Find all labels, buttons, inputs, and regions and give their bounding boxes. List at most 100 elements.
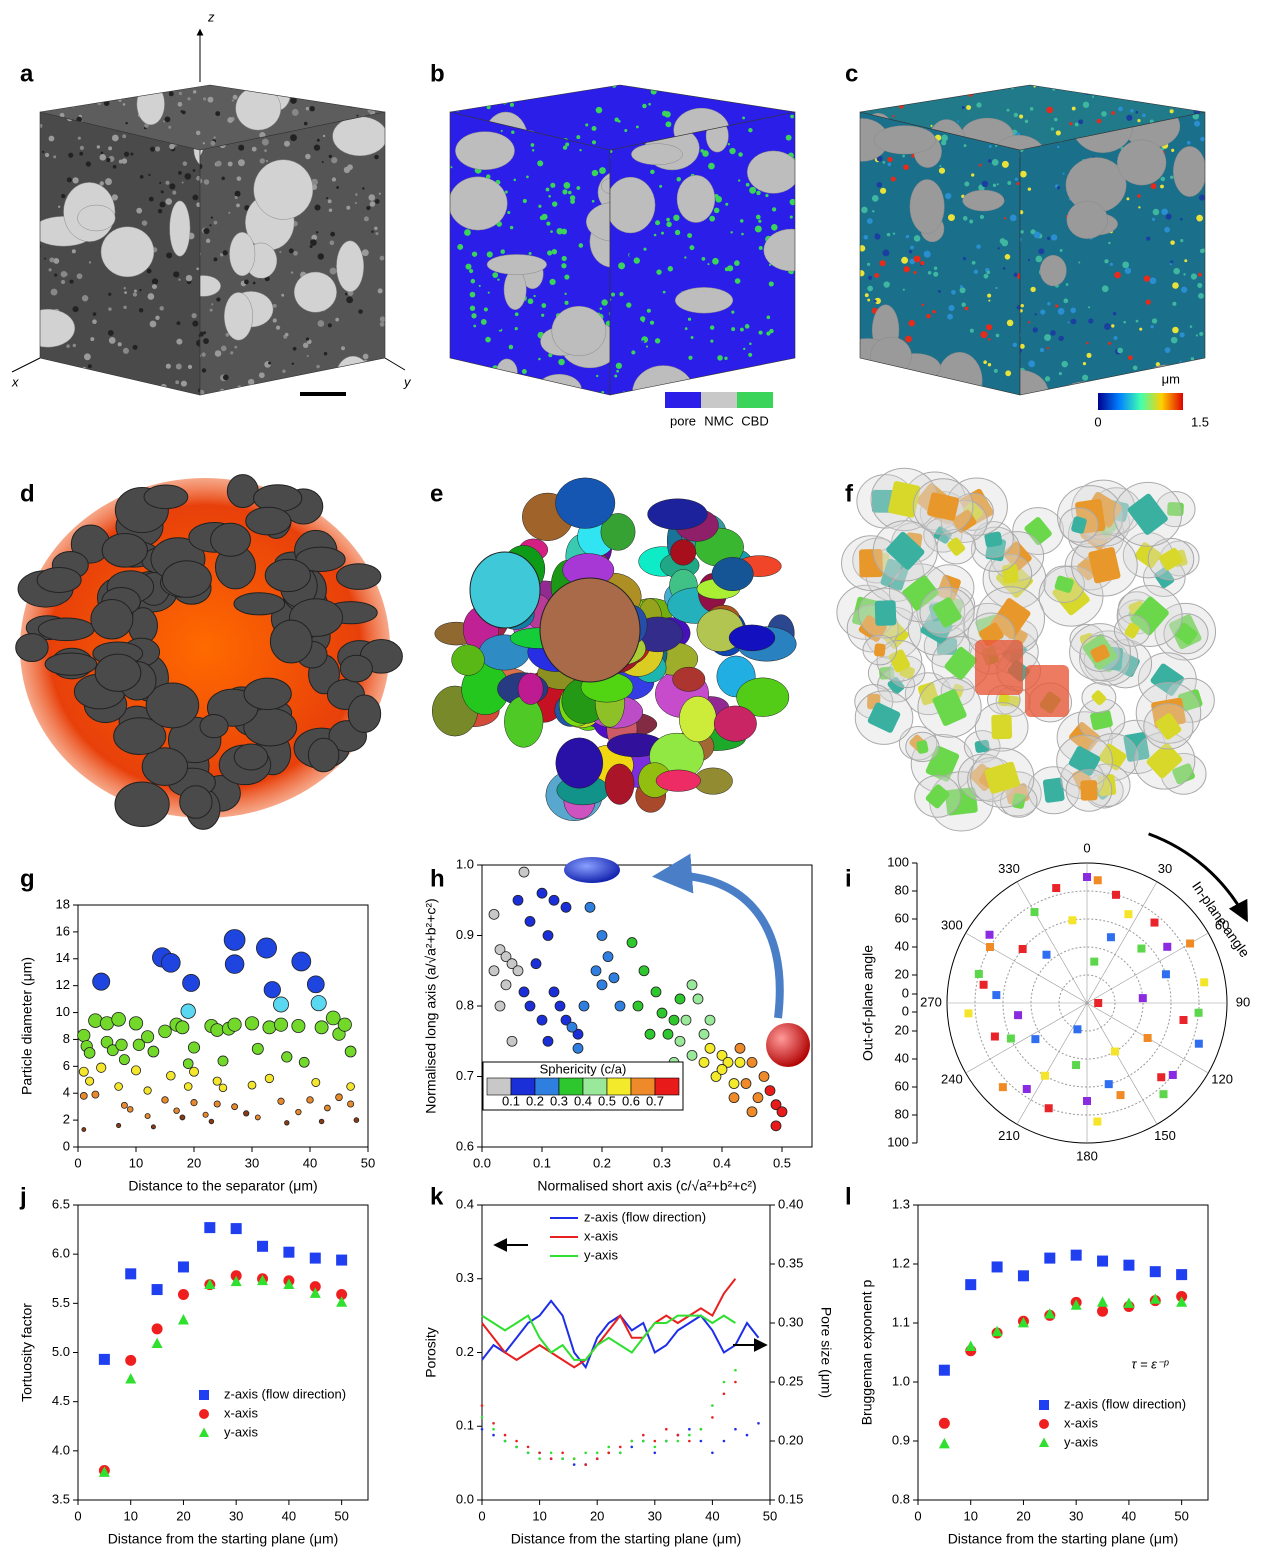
marker [492, 1433, 495, 1437]
speckle [1047, 236, 1051, 241]
radial-tick-label: 40 [895, 1050, 909, 1065]
speckle [1108, 341, 1112, 345]
speckle [1034, 313, 1038, 316]
speckle [311, 373, 315, 377]
speckle [312, 387, 315, 391]
speckle [509, 225, 514, 230]
speckle [664, 111, 671, 118]
speckle [973, 269, 979, 274]
speckle [122, 103, 126, 106]
speckle [1005, 370, 1012, 377]
speckle [215, 111, 221, 117]
speckle [464, 256, 467, 260]
marker [1137, 944, 1146, 953]
speckle [49, 257, 55, 263]
speckle [205, 238, 211, 243]
speckle [264, 149, 267, 153]
x-tick-label: 10 [532, 1508, 546, 1523]
speckle [274, 83, 280, 89]
speckle [63, 386, 66, 389]
speckle [309, 244, 313, 249]
marker [147, 1045, 160, 1058]
speckle [181, 181, 184, 184]
speckle [74, 387, 79, 392]
speckle [1056, 186, 1061, 190]
speckle [1117, 347, 1123, 354]
speckle [871, 195, 879, 202]
particle-section [450, 176, 508, 231]
speckle [554, 294, 561, 301]
speckle [181, 110, 186, 115]
speckle [740, 128, 748, 135]
axis-letter: z [207, 9, 215, 24]
speckle [368, 90, 374, 96]
speckle [1028, 360, 1036, 368]
speckle [1032, 327, 1038, 333]
marker [716, 1064, 728, 1075]
speckle [860, 245, 866, 252]
marker [757, 1422, 760, 1425]
legend-swatch [737, 392, 773, 408]
speckle [866, 218, 873, 224]
speckle [1193, 107, 1196, 110]
speckle [964, 306, 969, 311]
particle-cylinder [932, 597, 962, 628]
marker [644, 1028, 656, 1040]
speckle [230, 351, 234, 355]
speckle [941, 134, 949, 142]
spoke [1016, 881, 1088, 1004]
marker [518, 986, 530, 998]
speckle [962, 216, 968, 221]
speckle [1078, 261, 1081, 264]
marker [212, 1076, 222, 1086]
particle-cylinder [1130, 596, 1169, 636]
colorbar-cell [558, 1077, 584, 1096]
y-tick-label: 16 [56, 923, 70, 938]
speckle [549, 273, 555, 279]
speckle [124, 151, 130, 157]
marker [692, 993, 704, 1005]
particle [451, 644, 485, 676]
marker [1044, 1104, 1053, 1113]
speckle [213, 220, 218, 225]
speckle [124, 291, 127, 294]
speckle [324, 88, 331, 95]
speckle [279, 250, 282, 254]
speckle [1195, 107, 1198, 111]
speckle [769, 328, 774, 334]
particle-cylinder [947, 537, 966, 556]
speckle [106, 85, 113, 92]
speckle [252, 281, 256, 285]
theta-tick-label: 120 [1211, 1071, 1233, 1086]
speckle [514, 327, 518, 331]
speckle [203, 338, 209, 344]
speckle [1129, 85, 1135, 89]
speckle [1132, 365, 1138, 371]
speckle [259, 158, 265, 164]
speckle [887, 156, 893, 163]
marker [92, 972, 111, 991]
speckle [477, 229, 482, 234]
speckle [947, 313, 953, 320]
speckle [1004, 254, 1011, 260]
colorbar-cell [582, 1077, 608, 1096]
speckle [882, 249, 890, 257]
speckle [44, 152, 50, 158]
speckle [727, 143, 731, 146]
speckle [714, 193, 719, 198]
speckle [736, 301, 740, 305]
speckle [886, 232, 891, 237]
marker [1022, 1085, 1031, 1094]
speckle [371, 95, 375, 99]
speckle [1065, 84, 1068, 87]
speckle [43, 257, 47, 260]
speckle [469, 377, 473, 381]
speckle [721, 93, 728, 100]
x-tick-label: 10 [123, 1508, 137, 1523]
marker [78, 1066, 89, 1077]
speckle [727, 265, 734, 272]
speckle [874, 299, 877, 303]
speckle [340, 97, 347, 104]
particle [600, 513, 636, 551]
marker [273, 996, 289, 1013]
